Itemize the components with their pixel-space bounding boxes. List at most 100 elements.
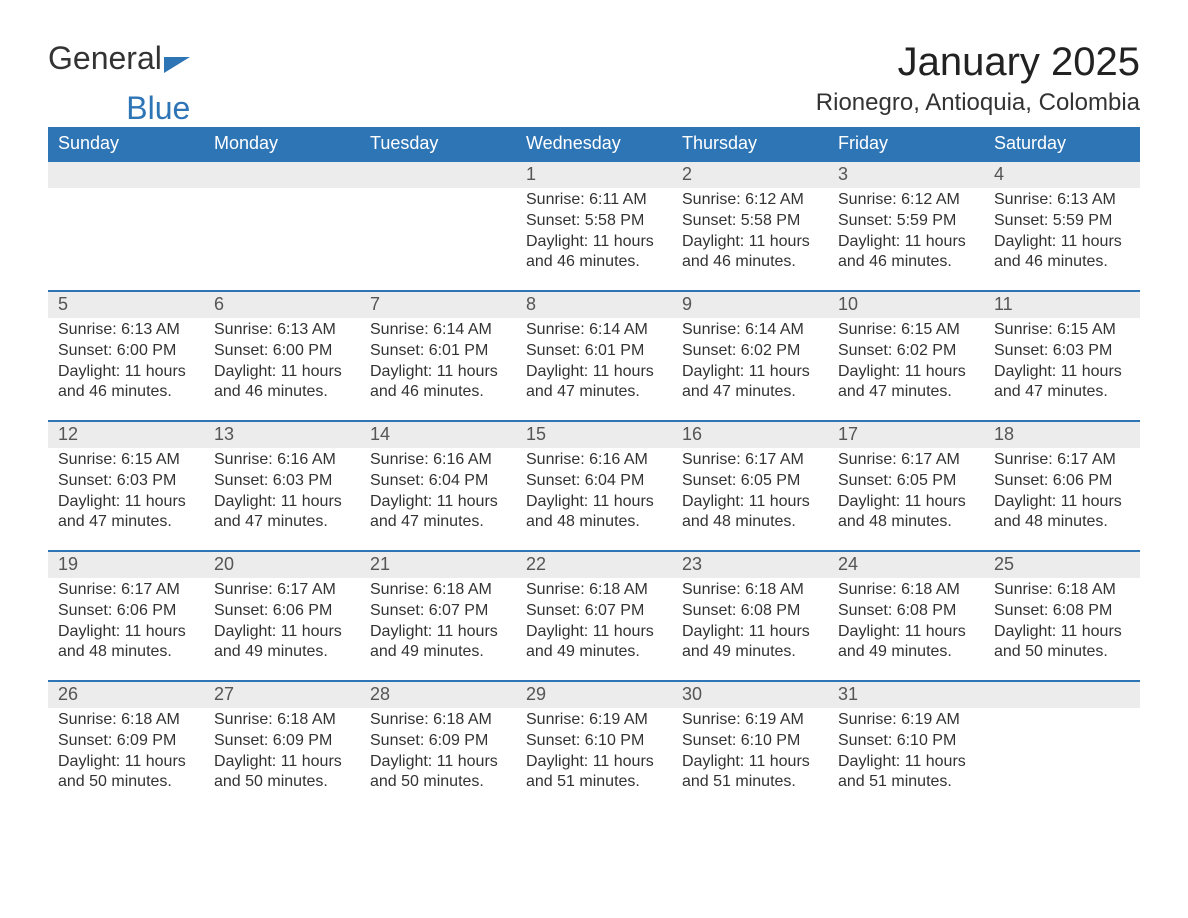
sunrise-text: Sunrise: 6:18 AM	[994, 580, 1130, 601]
day-number: 3	[828, 162, 984, 188]
day-details: Sunrise: 6:15 AMSunset: 6:03 PMDaylight:…	[48, 448, 204, 539]
day-number: 24	[828, 552, 984, 578]
day-number: 1	[516, 162, 672, 188]
day-details: Sunrise: 6:16 AMSunset: 6:04 PMDaylight:…	[516, 448, 672, 539]
sunset-text: Sunset: 6:09 PM	[58, 731, 194, 752]
weekday-header: Wednesday	[516, 127, 672, 160]
sunrise-text: Sunrise: 6:17 AM	[214, 580, 350, 601]
daylight-text: Daylight: 11 hours and 49 minutes.	[214, 622, 350, 664]
logo-text-general: General	[48, 40, 162, 77]
day-number: 11	[984, 292, 1140, 318]
sunrise-text: Sunrise: 6:16 AM	[526, 450, 662, 471]
day-details: Sunrise: 6:15 AMSunset: 6:02 PMDaylight:…	[828, 318, 984, 409]
day-number: 27	[204, 682, 360, 708]
calendar-cell: 29Sunrise: 6:19 AMSunset: 6:10 PMDayligh…	[516, 682, 672, 810]
day-details: Sunrise: 6:15 AMSunset: 6:03 PMDaylight:…	[984, 318, 1140, 409]
day-number: 23	[672, 552, 828, 578]
daylight-text: Daylight: 11 hours and 47 minutes.	[682, 362, 818, 404]
calendar-cell: 26Sunrise: 6:18 AMSunset: 6:09 PMDayligh…	[48, 682, 204, 810]
day-details: Sunrise: 6:18 AMSunset: 6:07 PMDaylight:…	[360, 578, 516, 669]
day-details: Sunrise: 6:19 AMSunset: 6:10 PMDaylight:…	[672, 708, 828, 799]
calendar-cell: 21Sunrise: 6:18 AMSunset: 6:07 PMDayligh…	[360, 552, 516, 680]
sunrise-text: Sunrise: 6:18 AM	[370, 710, 506, 731]
day-details: Sunrise: 6:13 AMSunset: 6:00 PMDaylight:…	[48, 318, 204, 409]
day-details: Sunrise: 6:11 AMSunset: 5:58 PMDaylight:…	[516, 188, 672, 279]
sunrise-text: Sunrise: 6:18 AM	[370, 580, 506, 601]
calendar-week-row: 5Sunrise: 6:13 AMSunset: 6:00 PMDaylight…	[48, 290, 1140, 420]
sunset-text: Sunset: 6:06 PM	[214, 601, 350, 622]
day-number: 15	[516, 422, 672, 448]
calendar-cell: 5Sunrise: 6:13 AMSunset: 6:00 PMDaylight…	[48, 292, 204, 420]
page-title: January 2025	[898, 40, 1140, 85]
sunrise-text: Sunrise: 6:17 AM	[58, 580, 194, 601]
sunrise-text: Sunrise: 6:12 AM	[838, 190, 974, 211]
sunrise-text: Sunrise: 6:14 AM	[370, 320, 506, 341]
day-details: Sunrise: 6:19 AMSunset: 6:10 PMDaylight:…	[516, 708, 672, 799]
logo-flag-icon	[164, 57, 190, 73]
calendar-cell: 23Sunrise: 6:18 AMSunset: 6:08 PMDayligh…	[672, 552, 828, 680]
calendar-cell: 6Sunrise: 6:13 AMSunset: 6:00 PMDaylight…	[204, 292, 360, 420]
day-number: 7	[360, 292, 516, 318]
day-details: Sunrise: 6:17 AMSunset: 6:05 PMDaylight:…	[672, 448, 828, 539]
day-details	[204, 188, 360, 278]
daylight-text: Daylight: 11 hours and 46 minutes.	[214, 362, 350, 404]
sunrise-text: Sunrise: 6:18 AM	[58, 710, 194, 731]
daylight-text: Daylight: 11 hours and 50 minutes.	[214, 752, 350, 794]
sunset-text: Sunset: 6:03 PM	[58, 471, 194, 492]
day-details: Sunrise: 6:16 AMSunset: 6:04 PMDaylight:…	[360, 448, 516, 539]
sunrise-text: Sunrise: 6:17 AM	[994, 450, 1130, 471]
calendar-cell: 20Sunrise: 6:17 AMSunset: 6:06 PMDayligh…	[204, 552, 360, 680]
sunset-text: Sunset: 5:59 PM	[994, 211, 1130, 232]
day-details: Sunrise: 6:13 AMSunset: 6:00 PMDaylight:…	[204, 318, 360, 409]
calendar-cell: 28Sunrise: 6:18 AMSunset: 6:09 PMDayligh…	[360, 682, 516, 810]
calendar-cell: 22Sunrise: 6:18 AMSunset: 6:07 PMDayligh…	[516, 552, 672, 680]
day-number: 19	[48, 552, 204, 578]
weekday-header: Saturday	[984, 127, 1140, 160]
day-number: 20	[204, 552, 360, 578]
day-number	[48, 162, 204, 188]
day-number: 31	[828, 682, 984, 708]
day-number: 10	[828, 292, 984, 318]
day-number: 26	[48, 682, 204, 708]
day-details: Sunrise: 6:16 AMSunset: 6:03 PMDaylight:…	[204, 448, 360, 539]
sunset-text: Sunset: 6:00 PM	[58, 341, 194, 362]
day-number: 13	[204, 422, 360, 448]
calendar-cell: 11Sunrise: 6:15 AMSunset: 6:03 PMDayligh…	[984, 292, 1140, 420]
sunrise-text: Sunrise: 6:11 AM	[526, 190, 662, 211]
day-details	[48, 188, 204, 278]
calendar-header-row: SundayMondayTuesdayWednesdayThursdayFrid…	[48, 127, 1140, 160]
calendar-week-row: 26Sunrise: 6:18 AMSunset: 6:09 PMDayligh…	[48, 680, 1140, 810]
calendar-cell: 8Sunrise: 6:14 AMSunset: 6:01 PMDaylight…	[516, 292, 672, 420]
sunset-text: Sunset: 6:02 PM	[682, 341, 818, 362]
sunset-text: Sunset: 6:10 PM	[838, 731, 974, 752]
calendar-cell: 15Sunrise: 6:16 AMSunset: 6:04 PMDayligh…	[516, 422, 672, 550]
daylight-text: Daylight: 11 hours and 47 minutes.	[58, 492, 194, 534]
daylight-text: Daylight: 11 hours and 49 minutes.	[526, 622, 662, 664]
calendar-cell: 2Sunrise: 6:12 AMSunset: 5:58 PMDaylight…	[672, 162, 828, 290]
daylight-text: Daylight: 11 hours and 48 minutes.	[838, 492, 974, 534]
day-number: 18	[984, 422, 1140, 448]
calendar-cell: 7Sunrise: 6:14 AMSunset: 6:01 PMDaylight…	[360, 292, 516, 420]
calendar-cell	[984, 682, 1140, 810]
day-number: 29	[516, 682, 672, 708]
logo-text-blue: Blue	[126, 90, 190, 127]
day-number: 8	[516, 292, 672, 318]
day-details: Sunrise: 6:12 AMSunset: 5:59 PMDaylight:…	[828, 188, 984, 279]
day-number	[360, 162, 516, 188]
day-details: Sunrise: 6:18 AMSunset: 6:07 PMDaylight:…	[516, 578, 672, 669]
day-details: Sunrise: 6:12 AMSunset: 5:58 PMDaylight:…	[672, 188, 828, 279]
day-details: Sunrise: 6:13 AMSunset: 5:59 PMDaylight:…	[984, 188, 1140, 279]
logo: General	[48, 40, 190, 77]
sunrise-text: Sunrise: 6:18 AM	[682, 580, 818, 601]
sunrise-text: Sunrise: 6:18 AM	[838, 580, 974, 601]
daylight-text: Daylight: 11 hours and 46 minutes.	[370, 362, 506, 404]
sunset-text: Sunset: 6:08 PM	[838, 601, 974, 622]
sunset-text: Sunset: 6:02 PM	[838, 341, 974, 362]
sunset-text: Sunset: 6:05 PM	[682, 471, 818, 492]
sunset-text: Sunset: 6:10 PM	[682, 731, 818, 752]
calendar-cell: 14Sunrise: 6:16 AMSunset: 6:04 PMDayligh…	[360, 422, 516, 550]
sunset-text: Sunset: 6:05 PM	[838, 471, 974, 492]
calendar-body: 1Sunrise: 6:11 AMSunset: 5:58 PMDaylight…	[48, 160, 1140, 810]
weekday-header: Tuesday	[360, 127, 516, 160]
sunset-text: Sunset: 6:09 PM	[214, 731, 350, 752]
